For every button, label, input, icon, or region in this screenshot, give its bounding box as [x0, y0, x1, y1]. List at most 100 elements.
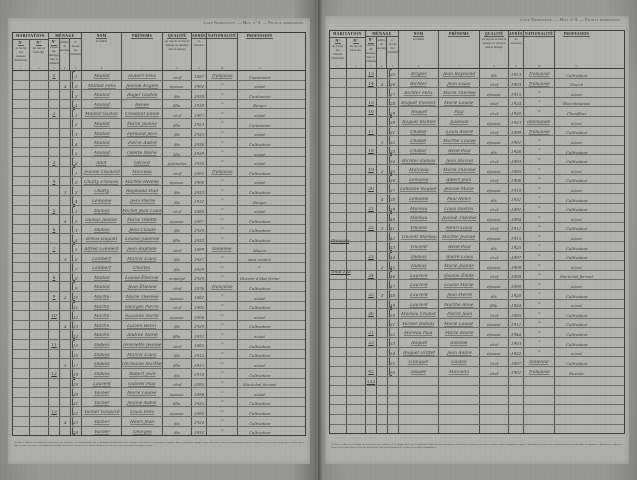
- cell-given-names[interactable]: Jean Baptiste: [122, 243, 163, 253]
- cell-person-count[interactable]: [60, 195, 71, 205]
- cell-individual-no[interactable]: 22: [71, 407, 82, 416]
- cell-surname[interactable]: [399, 395, 439, 405]
- cell-street-no[interactable]: [347, 318, 366, 328]
- cell-given-names[interactable]: Marceau: [122, 167, 163, 176]
- cell-given-names[interactable]: Suzanne Marie: [122, 311, 163, 320]
- cell-person-count[interactable]: [60, 90, 71, 99]
- cell-street-no[interactable]: [30, 167, 49, 176]
- cell-surname[interactable]: Jeanne Chanard: [82, 167, 122, 176]
- cell-house-no[interactable]: [330, 241, 347, 251]
- cell-given-names[interactable]: Marthe Hélène: [122, 176, 163, 186]
- cell-individual-no[interactable]: 3: [71, 128, 82, 138]
- cell-person-count[interactable]: [60, 349, 71, 359]
- table-row[interactable]: 7 5 Alfred Lambert Jean Baptiste chef 1899 ita…: [13, 243, 305, 254]
- cell-house-no[interactable]: [13, 407, 30, 416]
- table-row[interactable]: 22 3 41 Vincent Henri Louis chef 1911 " Cultivat…: [330, 222, 624, 233]
- cell-individual-no[interactable]: 6: [71, 157, 82, 167]
- cell-individual-no[interactable]: 25: [388, 69, 399, 78]
- cell-individual-no[interactable]: 4: [71, 195, 82, 205]
- cell-birth-year[interactable]: 1910: [509, 184, 524, 193]
- cell-house-no[interactable]: [330, 117, 347, 126]
- cell-person-count[interactable]: [60, 176, 71, 186]
- cell-household-no[interactable]: [366, 174, 377, 184]
- table-row[interactable]: 14 Martin Andrée Marie fille 1931 " néant: [13, 330, 305, 341]
- cell-household-no[interactable]: 5: [49, 205, 60, 215]
- cell-household-no[interactable]: [49, 359, 60, 368]
- cell-street-no[interactable]: [30, 119, 49, 128]
- cell-nationality[interactable]: ": [524, 328, 555, 338]
- cell-birth-year[interactable]: 1881: [192, 292, 207, 301]
- cell-given-names[interactable]: Gérard: [122, 157, 163, 167]
- cell-person-count[interactable]: 3: [377, 222, 388, 232]
- cell-relation[interactable]: fils: [163, 195, 192, 205]
- cell-nationality[interactable]: ": [207, 195, 238, 205]
- cell-person-count[interactable]: [60, 263, 71, 272]
- cell-household-no[interactable]: [366, 232, 377, 241]
- cell-relation[interactable]: chef: [163, 71, 192, 80]
- cell-individual-no[interactable]: 37: [388, 184, 399, 193]
- cell-house-no[interactable]: [13, 90, 30, 99]
- cell-relation[interactable]: épouse: [480, 184, 509, 193]
- cell-given-names[interactable]: Henriette Jeanne: [122, 340, 163, 349]
- cell-profession[interactable]: Cultivateur: [238, 186, 281, 195]
- cell-household-no[interactable]: [49, 426, 60, 436]
- table-row[interactable]: 4 2 Dumas Jeanne Marie Odette épouse 1897 " Cul…: [13, 215, 305, 225]
- cell-profession[interactable]: Cultivateur: [555, 175, 598, 183]
- cell-relation[interactable]: chef: [480, 97, 509, 107]
- cell-birth-year[interactable]: 1887: [192, 71, 207, 80]
- cell-nationality[interactable]: ": [524, 165, 555, 174]
- cell-street-no[interactable]: [30, 378, 49, 388]
- cell-surname[interactable]: Vacher: [82, 416, 122, 426]
- cell-individual-no[interactable]: 1: [71, 205, 82, 215]
- cell-surname[interactable]: Maillot: [82, 128, 122, 138]
- cell-individual-no[interactable]: [388, 414, 399, 424]
- cell-profession[interactable]: Cultivateur: [555, 309, 598, 318]
- cell-surname[interactable]: Laurent: [82, 378, 122, 388]
- cell-profession[interactable]: néant: [238, 388, 281, 397]
- cell-profession[interactable]: néant: [238, 81, 281, 89]
- cell-profession[interactable]: Cultivateur: [238, 225, 281, 233]
- cell-surname[interactable]: Dubois: [82, 349, 122, 359]
- cell-individual-no[interactable]: 4: [71, 234, 82, 243]
- cell-profession[interactable]: Cultivateur: [555, 290, 598, 299]
- cell-surname[interactable]: Moreau Paul: [399, 328, 439, 338]
- cell-nationality[interactable]: ": [207, 416, 238, 426]
- cell-person-count[interactable]: [60, 128, 71, 138]
- cell-house-no[interactable]: [13, 378, 30, 388]
- cell-nationality[interactable]: française: [207, 282, 238, 292]
- cell-nationality[interactable]: ": [207, 253, 238, 263]
- cell-person-count[interactable]: [377, 184, 388, 193]
- cell-street-no[interactable]: [30, 224, 49, 234]
- cell-individual-no[interactable]: 3: [71, 186, 82, 195]
- cell-surname[interactable]: Roquet Vincent: [399, 97, 439, 107]
- cell-relation[interactable]: chef: [480, 203, 509, 213]
- cell-nationality[interactable]: ": [207, 234, 238, 243]
- table-row[interactable]: 9 Maillot Jean Étienne chef 1876 française Cul…: [13, 282, 305, 293]
- cell-profession[interactable]: Cultivateur: [555, 328, 598, 337]
- cell-person-count[interactable]: [60, 301, 71, 311]
- cell-nationality[interactable]: [524, 395, 555, 405]
- cell-nationality[interactable]: ": [207, 359, 238, 368]
- table-row[interactable]: 17 31 Chabot Louis André chef 1899 française Cu…: [330, 126, 624, 137]
- cell-relation[interactable]: épouse: [163, 311, 192, 320]
- cell-house-no[interactable]: [13, 138, 30, 147]
- cell-birth-year[interactable]: 1888: [509, 270, 524, 280]
- cell-nationality[interactable]: ": [207, 368, 238, 378]
- cell-profession[interactable]: néant: [238, 157, 281, 166]
- cell-household-no[interactable]: 17: [366, 126, 377, 136]
- cell-street-no[interactable]: [347, 290, 366, 299]
- cell-birth-year[interactable]: 1885: [192, 340, 207, 349]
- cell-given-names[interactable]: Hubert Félix: [122, 71, 163, 80]
- cell-profession[interactable]: sans emploi: [238, 254, 281, 262]
- cell-person-count[interactable]: [377, 270, 388, 280]
- cell-household-no[interactable]: 13: [49, 407, 60, 416]
- cell-house-no[interactable]: [13, 176, 30, 186]
- cell-given-names[interactable]: Louise Julienne: [122, 234, 163, 243]
- table-row[interactable]: 30 Roquet Richter Julienne épouse 1923 allema…: [330, 117, 624, 127]
- cell-nationality[interactable]: française: [207, 167, 238, 176]
- cell-given-names[interactable]: Roger Gaston: [122, 90, 163, 99]
- cell-birth-year[interactable]: 1913: [509, 69, 524, 78]
- cell-surname[interactable]: Brigier: [399, 69, 439, 78]
- cell-house-no[interactable]: [13, 292, 30, 301]
- cell-individual-no[interactable]: [388, 405, 399, 414]
